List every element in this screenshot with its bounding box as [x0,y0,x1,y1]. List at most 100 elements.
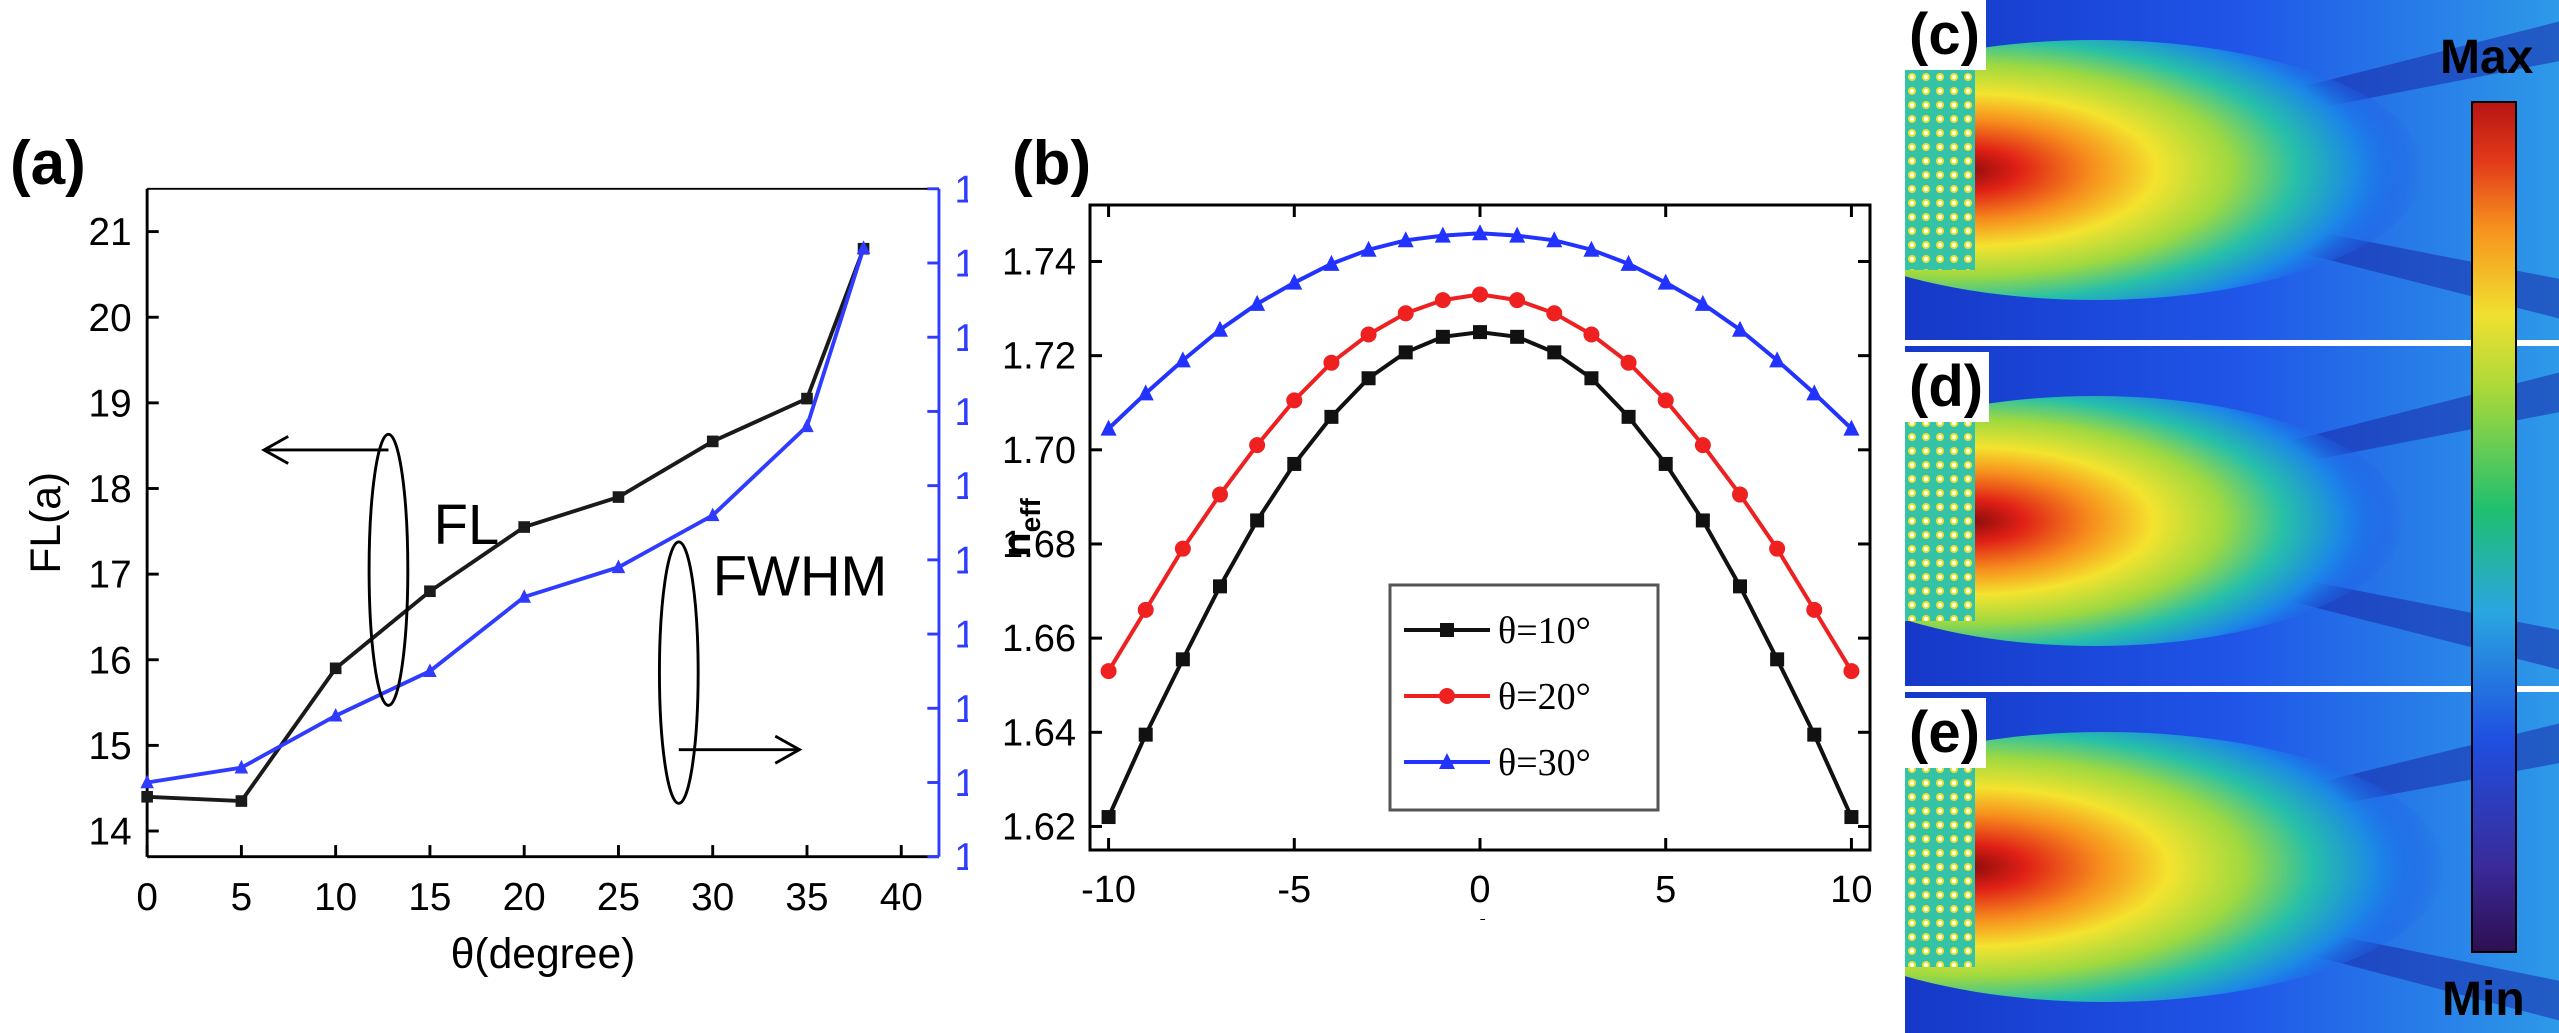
data-point-series-2 [1843,663,1860,680]
y-tick-label-left: 14 [89,811,132,854]
data-point-series-2 [1546,305,1563,322]
data-point-series-2 [1397,305,1414,322]
x-tick-label: -10 [1081,869,1136,911]
data-point-series-3 [1620,254,1637,271]
x-tick-label: 15 [408,876,451,919]
data-point-series-1 [1807,727,1822,742]
field-map-e [1905,692,2559,1033]
data-point-fwhm [800,418,814,433]
panel-label-a: (a) [10,129,86,198]
data-point-series-3 [1100,419,1117,436]
y-tick-label: 1.66 [1002,618,1076,660]
data-point-series-1 [1398,345,1413,360]
data-point-fwhm [234,759,249,774]
data-point-series-3 [1174,351,1191,368]
y-tick-label-left: 20 [89,297,132,340]
data-point-fl [518,521,531,533]
data-point-fwhm [517,589,531,603]
y-tick-label: 1.68 [1002,524,1076,566]
data-point-series-2 [1694,437,1711,454]
fwhm-ellipse [657,540,700,805]
x-tick-label: 10 [1830,869,1872,911]
legend-marker-1 [1440,623,1454,637]
y-tick-label-right: 1.45 [954,391,968,434]
data-point-fwhm [856,240,871,254]
x-axis-label: y/a [1452,913,1508,920]
data-point-series-2 [1509,292,1526,309]
fwhm-arrowhead [774,734,803,765]
legend-marker-3 [1439,753,1455,769]
data-point-series-1 [1473,325,1487,340]
series-line-fwhm [146,247,866,785]
data-point-series-3 [1249,294,1266,311]
data-point-fwhm [611,559,626,574]
data-point-fwhm [140,774,154,789]
y-tick-label-right: 1.35 [954,539,968,582]
data-point-series-1 [1510,329,1525,344]
x-axis-label: θ(degree) [451,930,636,978]
data-point-series-1 [1361,371,1376,386]
y-tick-label: 1.64 [1002,712,1076,754]
y-tick-label-right: 1.30 [954,614,968,657]
data-point-series-3 [1360,240,1377,257]
data-point-series-1 [1658,456,1673,471]
y-tick-label-left: 18 [89,468,132,511]
data-point-series-1 [1733,579,1747,594]
chart-a: 0 5 10 15 20 25 30 35 40 14 15 16 17 18 19 20 21 1.15 1.20… [22,168,968,978]
data-point-fwhm [423,663,437,677]
data-point-series-3 [1769,351,1786,368]
data-point-series-2 [1137,601,1154,618]
x-tick-label: 0 [1469,869,1490,911]
legend-label-1: θ=10° [1498,610,1591,652]
legend-label-2: θ=20° [1498,676,1591,718]
data-point-series-1 [1138,727,1153,742]
data-point-fl [612,491,625,503]
field-map-d [1905,346,2559,686]
x-tick-label: 10 [314,876,357,919]
data-point-fl [706,435,719,448]
panel-label-d: (d) [1905,352,1990,422]
legend-label-3: θ=30° [1498,742,1591,784]
data-point-series-1 [1250,513,1265,528]
series-line-fl [147,248,866,804]
y-tick-label-left: 17 [89,554,132,597]
data-point-series-3 [1509,226,1526,243]
x-tick-label: 20 [503,876,546,919]
y-tick-label-left: 19 [89,382,132,425]
y-tick-label-right: 1.40 [954,465,968,508]
y-axis-label-main: n [995,532,1039,556]
data-point-series-2 [1732,486,1748,503]
data-point-series-3 [1546,231,1563,248]
x-tick-label: 25 [597,876,640,919]
data-point-series-1 [1435,329,1450,344]
panel-label-c: (c) [1905,0,1986,70]
x-tick-label: 35 [785,876,828,919]
data-point-series-2 [1323,354,1340,371]
data-point-series-3 [1434,226,1451,243]
y-axis-label-left: FL(a) [22,472,70,574]
data-point-series-1 [1695,513,1710,528]
data-point-series-3 [1137,384,1154,401]
data-point-series-2 [1100,663,1117,680]
data-point-series-3 [1286,273,1303,290]
x-tick-label: -5 [1277,869,1311,911]
colorbar [2471,101,2517,953]
data-point-series-1 [1213,579,1227,594]
annotation-fl: FL [434,493,500,556]
chart-b: -10 -5 0 5 10 1.62 1.64 1.66 1.68 1.70 1.72 1.74 y/a… [995,203,1873,920]
data-point-series-1 [1287,456,1302,471]
data-point-series-3 [1806,384,1823,401]
data-point-series-2 [1806,601,1823,618]
x-tick-label: 30 [691,876,734,919]
data-point-series-2 [1434,292,1451,309]
data-point-series-3 [1732,320,1748,337]
x-tick-label: 40 [880,876,923,919]
data-point-series-3 [1397,231,1414,248]
data-point-series-1 [1770,652,1785,667]
x-tick-label: 0 [136,876,158,919]
y-tick-label-left: 21 [89,211,132,254]
legend-marker-2 [1439,688,1455,704]
data-point-fl [329,662,342,675]
data-point-series-3 [1472,224,1488,241]
panel-label-b: (b) [1012,129,1092,198]
